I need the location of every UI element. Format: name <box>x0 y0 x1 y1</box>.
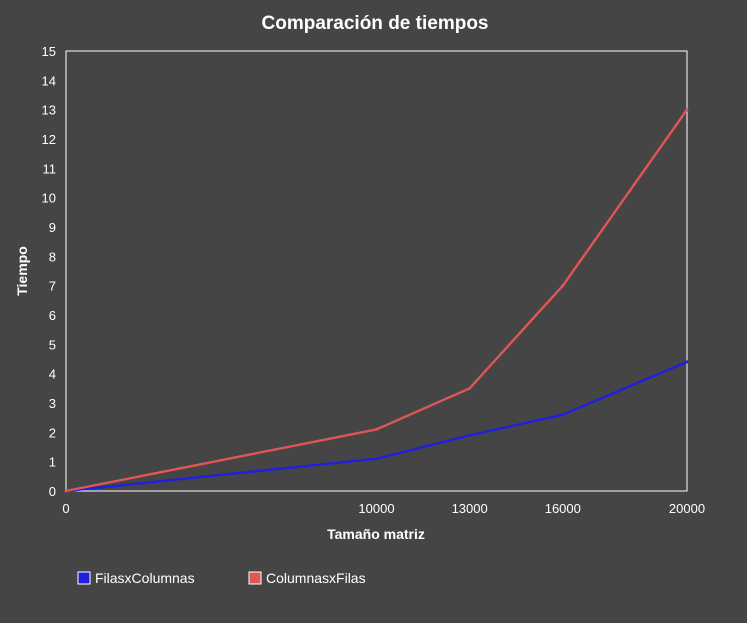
data-point <box>375 457 378 461</box>
y-tick-label: 4 <box>49 367 56 382</box>
y-tick-label: 9 <box>49 220 56 235</box>
y-tick-label: 15 <box>42 44 56 59</box>
y-tick-label: 3 <box>49 396 56 411</box>
y-tick-label: 1 <box>49 455 56 470</box>
chart-title: Comparación de tiempos <box>262 13 489 34</box>
x-tick-label: 13000 <box>452 501 488 516</box>
x-tick-label: 0 <box>62 501 69 516</box>
y-tick-label: 14 <box>42 73 56 88</box>
legend-swatch <box>77 571 91 585</box>
legend-label: ColumnasxFilas <box>266 570 366 586</box>
x-tick-label: 20000 <box>669 501 705 516</box>
data-point <box>685 108 689 112</box>
y-tick-label: 2 <box>49 425 56 440</box>
legend: FilasxColumnas ColumnasxFilas <box>77 570 366 586</box>
legend-swatch <box>248 571 262 585</box>
x-tick-label: 10000 <box>358 501 394 516</box>
x-axis-ticks: 0 10000 13000 16000 20000 <box>62 501 705 516</box>
data-point <box>468 386 472 390</box>
y-tick-label: 11 <box>43 161 57 176</box>
data-point <box>468 433 472 437</box>
data-point <box>561 284 565 288</box>
y-tick-label: 7 <box>49 279 56 294</box>
y-tick-label: 0 <box>49 484 56 499</box>
y-tick-label: 5 <box>49 337 56 352</box>
y-tick-label: 8 <box>49 249 56 264</box>
data-point <box>64 489 68 493</box>
data-point <box>685 360 689 364</box>
x-tick-label: 16000 <box>545 501 581 516</box>
data-point <box>375 427 378 431</box>
y-tick-label: 13 <box>42 103 56 118</box>
plot-area-border <box>65 50 688 492</box>
x-axis-label: Tamaño matriz <box>327 526 425 542</box>
y-tick-label: 6 <box>49 308 56 323</box>
series-line-columnasxfilas <box>64 108 689 493</box>
y-axis-label: Tiempo <box>14 246 30 296</box>
y-tick-label: 10 <box>42 191 56 206</box>
series-lines <box>64 108 689 493</box>
legend-label: FilasxColumnas <box>95 570 195 586</box>
data-point <box>561 413 565 417</box>
y-tick-label: 12 <box>42 132 56 147</box>
